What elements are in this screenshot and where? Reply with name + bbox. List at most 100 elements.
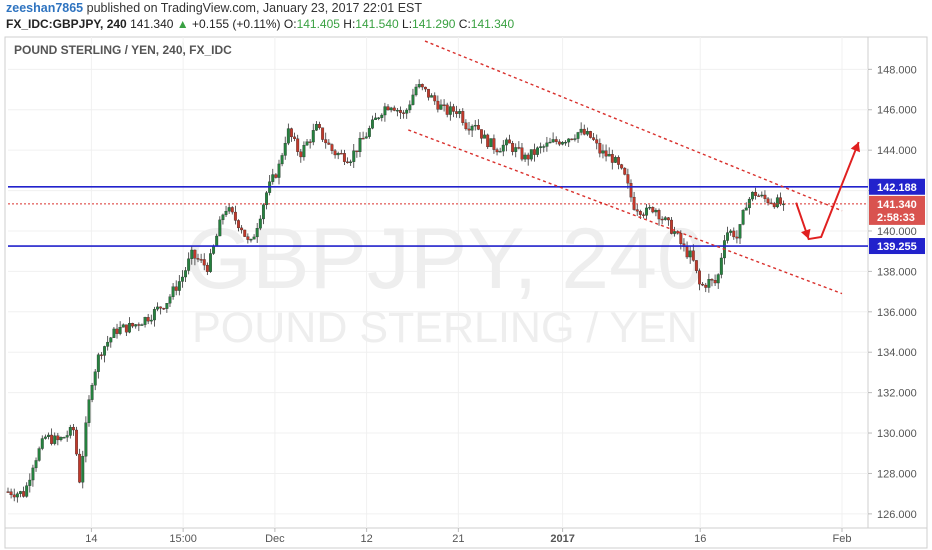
y-tick-label: 140.000 [877, 226, 917, 238]
candle-up [573, 138, 577, 140]
publisher-username[interactable]: zeeshan7865 [6, 1, 84, 15]
candle-up [221, 214, 225, 221]
candle-down [392, 107, 396, 111]
candle-up [395, 110, 399, 112]
price-axis[interactable]: 148.000146.000144.000142.000140.000138.0… [868, 64, 917, 521]
candle-down [517, 147, 521, 149]
candle-up [314, 124, 318, 131]
candle-down [461, 111, 465, 123]
level-price-tag [869, 238, 925, 255]
candle-down [657, 209, 661, 220]
candle-down [50, 434, 54, 444]
candle-up [156, 306, 159, 310]
candle-up [377, 117, 381, 119]
candle-up [726, 232, 730, 241]
published-info: published on TradingView.com, January 23… [86, 1, 423, 15]
candle-down [131, 322, 135, 327]
candle-down [670, 219, 673, 234]
candle-down [355, 150, 359, 153]
candle-down [698, 270, 701, 285]
candle-down [427, 88, 430, 98]
candle-up [37, 448, 41, 461]
candle-down [604, 150, 608, 157]
candle-down [318, 124, 321, 128]
candle-up [349, 161, 353, 164]
candle-down [71, 426, 75, 431]
candle-up [261, 204, 265, 220]
candle-down [626, 174, 630, 184]
candle-down [520, 147, 524, 160]
channel-trendline [424, 40, 843, 212]
close-label: C: [458, 17, 471, 31]
candle-up [28, 479, 32, 486]
candle-down [237, 220, 240, 229]
candle-up [118, 327, 122, 334]
candle-down [196, 258, 200, 260]
candle-up [190, 249, 194, 259]
candle-down [638, 211, 642, 215]
candle-down [124, 324, 128, 333]
candle-up [663, 217, 667, 220]
candle-down [651, 207, 655, 213]
candle-up [84, 422, 88, 457]
chart-frame [4, 36, 928, 549]
candle-up [405, 109, 409, 114]
x-tick-label: 14 [85, 533, 97, 545]
x-tick-label: Dec [265, 533, 285, 545]
candle-down [339, 153, 343, 155]
candle-down [115, 328, 119, 334]
candle-up [311, 130, 315, 143]
candle-down [464, 122, 468, 130]
open-value: 141.405 [296, 17, 340, 31]
candle-up [140, 324, 144, 326]
candle-up [280, 155, 284, 165]
candle-up [483, 134, 487, 139]
level-price-tag [869, 178, 925, 195]
candle-down [78, 453, 82, 483]
candles [6, 79, 786, 503]
candle-up [65, 435, 69, 438]
candle-up [458, 111, 462, 114]
candle-down [763, 194, 767, 199]
bar-countdown-label: 2:58:33 [877, 212, 915, 224]
candle-down [467, 128, 471, 131]
candle-down [22, 491, 26, 497]
candle-up [564, 141, 568, 144]
candle-down [361, 137, 365, 140]
low-label: L: [402, 17, 413, 31]
candle-down [592, 137, 596, 140]
candle-down [554, 139, 558, 142]
candle-up [673, 231, 677, 234]
candle-down [451, 106, 455, 112]
candle-down [701, 283, 705, 286]
candle-up [165, 303, 169, 309]
candle-up [40, 438, 44, 449]
candle-down [230, 207, 234, 213]
candle-down [617, 157, 620, 165]
candle-up [417, 84, 421, 88]
candle-up [439, 104, 443, 110]
candle-down [641, 214, 645, 216]
candle-down [620, 164, 624, 169]
candle-up [380, 114, 384, 118]
candle-up [209, 253, 212, 272]
candle-up [265, 192, 268, 206]
candle-up [224, 211, 228, 216]
last-price: 141.340 [130, 17, 174, 31]
candle-up [286, 128, 290, 144]
level-price-tag-label: 142.188 [877, 182, 917, 194]
watermark-name: POUND STERLING / YEN [192, 304, 698, 352]
time-axis[interactable]: 14 15:00 Dec 12 21 2017 16 Feb [85, 528, 851, 545]
candle-up [81, 456, 85, 483]
candle-up [542, 146, 546, 148]
candle-up [645, 207, 649, 216]
candle-up [414, 86, 418, 96]
candle-up [654, 209, 658, 213]
candle-down [159, 306, 163, 309]
candle-down [308, 141, 312, 143]
candle-down [679, 233, 683, 244]
candle-down [757, 195, 761, 197]
candle-down [342, 153, 346, 162]
